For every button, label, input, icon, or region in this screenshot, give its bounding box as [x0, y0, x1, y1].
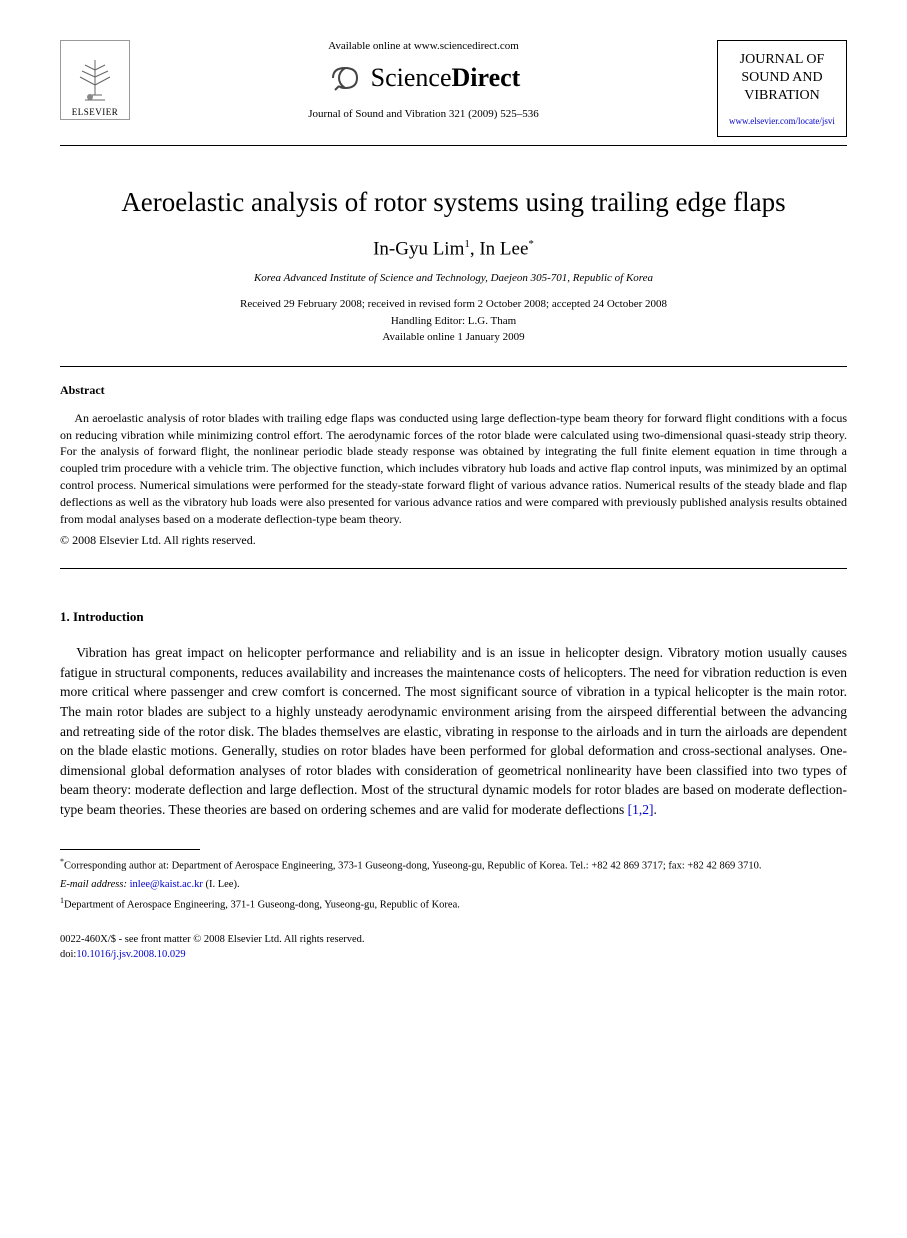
- sd-prefix: Science: [371, 63, 452, 92]
- front-matter-line: 0022-460X/$ - see front matter © 2008 El…: [60, 933, 847, 948]
- dates-received: Received 29 February 2008; received in r…: [60, 296, 847, 313]
- email-person: (I. Lee).: [203, 879, 240, 890]
- abstract-top-divider: [60, 366, 847, 367]
- header-row: ELSEVIER Available online at www.science…: [60, 40, 847, 137]
- article-title: Aeroelastic analysis of rotor systems us…: [60, 186, 847, 218]
- author-1: In-Gyu Lim: [373, 238, 464, 259]
- doi-label: doi:: [60, 949, 76, 960]
- journal-box: JOURNAL OF SOUND AND VIBRATION www.elsev…: [717, 40, 847, 137]
- dates-online: Available online 1 January 2009: [60, 329, 847, 346]
- doi-link[interactable]: 10.1016/j.jsv.2008.10.029: [76, 949, 185, 960]
- elsevier-tree-icon: [70, 55, 120, 105]
- author-2: In Lee: [479, 238, 528, 259]
- intro-text-2: .: [654, 802, 657, 817]
- authors-line: In-Gyu Lim1, In Lee*: [60, 238, 847, 260]
- page-footer: 0022-460X/$ - see front matter © 2008 El…: [60, 933, 847, 962]
- affiliation: Korea Advanced Institute of Science and …: [60, 272, 847, 284]
- author-sep: ,: [470, 238, 480, 259]
- abstract-body: An aeroelastic analysis of rotor blades …: [60, 410, 847, 528]
- available-online-text: Available online at www.sciencedirect.co…: [150, 40, 697, 52]
- email-link[interactable]: inlee@kaist.ac.kr: [130, 879, 203, 890]
- elsevier-logo: ELSEVIER: [60, 40, 130, 120]
- header-divider: [60, 145, 847, 146]
- journal-link[interactable]: www.elsevier.com/locate/jsvi: [724, 116, 840, 126]
- author-2-sup: *: [528, 238, 534, 250]
- corr-text: Corresponding author at: Department of A…: [64, 861, 762, 872]
- sd-suffix: Direct: [452, 63, 521, 92]
- email-label: E-mail address:: [60, 879, 127, 890]
- sciencedirect-text: ScienceDirect: [371, 63, 521, 93]
- sciencedirect-logo: ScienceDirect: [150, 60, 697, 96]
- section-1-heading: 1. Introduction: [60, 609, 847, 625]
- dept-text: Department of Aerospace Engineering, 371…: [64, 900, 460, 911]
- intro-text-1: Vibration has great impact on helicopter…: [60, 645, 847, 817]
- abstract-heading: Abstract: [60, 383, 847, 398]
- abstract-copyright: © 2008 Elsevier Ltd. All rights reserved…: [60, 533, 847, 548]
- elsevier-label: ELSEVIER: [72, 107, 119, 117]
- intro-paragraph: Vibration has great impact on helicopter…: [60, 643, 847, 819]
- ref-link-1-2[interactable]: [1,2]: [628, 802, 654, 817]
- journal-box-title: JOURNAL OF SOUND AND VIBRATION: [724, 51, 840, 106]
- article-dates: Received 29 February 2008; received in r…: [60, 296, 847, 346]
- dates-editor: Handling Editor: L.G. Tham: [60, 313, 847, 330]
- citation-line: Journal of Sound and Vibration 321 (2009…: [150, 108, 697, 120]
- footnote-divider: [60, 849, 200, 850]
- center-header: Available online at www.sciencedirect.co…: [130, 40, 717, 120]
- footnote-dept: 1Department of Aerospace Engineering, 37…: [60, 895, 847, 913]
- sciencedirect-icon: [327, 60, 363, 96]
- footnote-email: E-mail address: inlee@kaist.ac.kr (I. Le…: [60, 878, 847, 893]
- footnote-corresponding: *Corresponding author at: Department of …: [60, 856, 847, 874]
- doi-line: doi:10.1016/j.jsv.2008.10.029: [60, 948, 847, 963]
- abstract-bottom-divider: [60, 568, 847, 569]
